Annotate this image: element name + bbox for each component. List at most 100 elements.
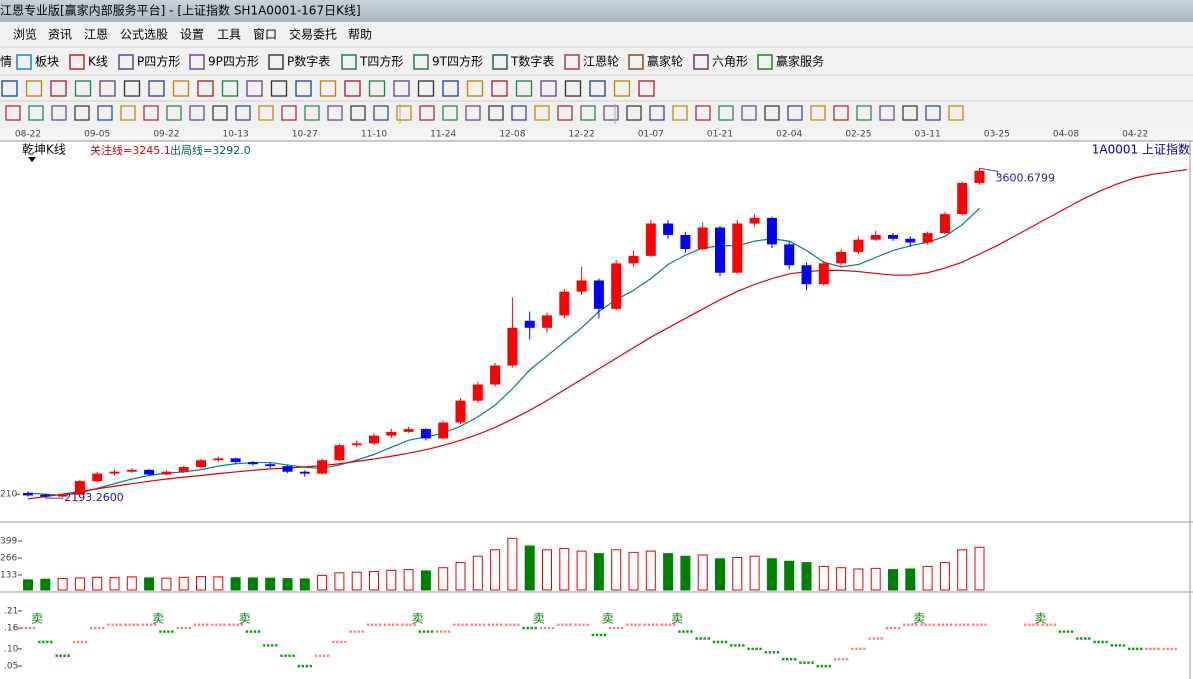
menu-item[interactable]: 帮助 (348, 28, 372, 42)
icon-button[interactable] (810, 105, 826, 121)
icon-button[interactable] (695, 105, 711, 121)
icon-button[interactable] (373, 105, 389, 121)
icon-button[interactable] (189, 105, 205, 121)
icon-button[interactable] (580, 105, 596, 121)
icon-button[interactable] (856, 105, 872, 121)
menu-item[interactable]: 公式选股 (120, 28, 168, 42)
tool-button[interactable]: T数字表 (510, 54, 554, 69)
icon-button[interactable] (393, 80, 410, 97)
icon-button[interactable] (99, 80, 116, 97)
icon-button[interactable] (626, 105, 642, 121)
icon-button[interactable] (1, 80, 18, 97)
icon-button[interactable] (589, 80, 606, 97)
icon-button[interactable] (879, 105, 895, 121)
icon-button[interactable] (396, 105, 412, 121)
menu-item[interactable]: 浏览 (13, 27, 37, 42)
tool-button[interactable]: 9T四方形 (432, 54, 483, 69)
icon-button[interactable] (123, 80, 141, 97)
icon-button[interactable] (488, 105, 504, 121)
icon-button[interactable] (50, 80, 67, 97)
icon-button[interactable] (120, 105, 136, 121)
icon-button[interactable] (221, 80, 239, 97)
icon-button[interactable] (417, 80, 435, 97)
tool-button[interactable]: 赢家服务 (776, 54, 824, 69)
icon-button[interactable] (465, 105, 481, 121)
icon-button[interactable] (741, 105, 757, 121)
menu-item[interactable]: 资讯 (48, 28, 72, 42)
tool-button[interactable]: P四方形 (137, 54, 180, 69)
icon-button[interactable] (143, 105, 159, 121)
tool-button[interactable]: 9P四方形 (208, 54, 259, 69)
icon-button[interactable] (166, 105, 182, 121)
indicator-dot (738, 644, 741, 647)
icon-button[interactable] (466, 80, 484, 97)
menu-item[interactable]: 交易委托 (289, 27, 337, 42)
icon-button[interactable] (197, 80, 214, 97)
icon-button[interactable] (419, 105, 435, 121)
icon-button[interactable] (319, 80, 337, 97)
icon-button[interactable] (28, 105, 44, 121)
icon-button[interactable] (511, 105, 527, 121)
icon-button[interactable] (491, 80, 508, 97)
icon-button[interactable] (368, 80, 386, 97)
icon-button[interactable] (5, 105, 21, 121)
menu-item[interactable]: 工具 (217, 28, 241, 42)
indicator-dot (55, 654, 58, 657)
icon-button[interactable] (557, 105, 573, 121)
icon-button[interactable] (649, 105, 665, 121)
icon-button[interactable] (515, 80, 533, 97)
icon-button[interactable] (787, 105, 803, 121)
icon-button[interactable] (534, 105, 550, 121)
icon-button[interactable] (327, 105, 343, 121)
icon-button[interactable] (25, 80, 43, 97)
icon-button[interactable] (638, 80, 655, 97)
indicator-dot (557, 623, 560, 626)
icon-button[interactable] (304, 105, 320, 121)
menu-item[interactable]: 江恩 (84, 28, 108, 42)
tool-button[interactable]: P数字表 (287, 54, 330, 69)
tool-button[interactable]: 情 (0, 55, 12, 69)
tool-button[interactable]: 赢家轮 (647, 54, 683, 69)
tool-button[interactable]: T四方形 (359, 54, 403, 69)
icon-button[interactable] (148, 80, 165, 97)
icon-button[interactable] (97, 105, 113, 121)
indicator-dot (522, 626, 525, 630)
menu-item[interactable]: 窗口 (253, 28, 277, 42)
indicator-dot (59, 654, 62, 657)
icon-button[interactable] (258, 105, 274, 121)
icon-button[interactable] (270, 80, 288, 97)
icon-button[interactable] (764, 105, 780, 121)
candle-body (247, 462, 258, 465)
icon-button[interactable] (564, 80, 582, 97)
icon-button[interactable] (74, 105, 90, 121)
icon-button[interactable] (212, 105, 228, 121)
icon-button[interactable] (948, 105, 964, 121)
icon-button[interactable] (344, 80, 361, 97)
icon-button[interactable] (540, 80, 557, 97)
tool-button[interactable]: 板块 (35, 55, 59, 69)
icon-button[interactable] (235, 105, 251, 121)
icon-button[interactable] (718, 105, 734, 121)
icon-button[interactable] (295, 80, 312, 97)
icon-button[interactable] (246, 80, 263, 97)
icon-button[interactable] (350, 105, 366, 121)
icon-button[interactable] (603, 105, 619, 121)
icon-button[interactable] (442, 80, 459, 97)
icon-button[interactable] (613, 80, 631, 97)
icon-button[interactable] (833, 105, 849, 121)
icon-button[interactable] (172, 80, 190, 97)
icon-button[interactable] (442, 105, 458, 121)
tool-button[interactable]: 六角形 (712, 55, 748, 69)
icon-button[interactable] (925, 105, 941, 121)
icon-button[interactable] (281, 105, 297, 121)
indicator-dot (893, 626, 897, 630)
icon-button[interactable] (51, 105, 67, 121)
tool-button[interactable]: 江恩轮 (583, 55, 619, 69)
menu-item[interactable]: 设置 (180, 28, 204, 42)
icon-button[interactable] (672, 105, 688, 121)
icon-button[interactable] (902, 105, 918, 121)
indicator-dot (937, 623, 941, 626)
tool-button[interactable]: K线 (88, 55, 108, 69)
icon-button[interactable] (74, 80, 92, 97)
